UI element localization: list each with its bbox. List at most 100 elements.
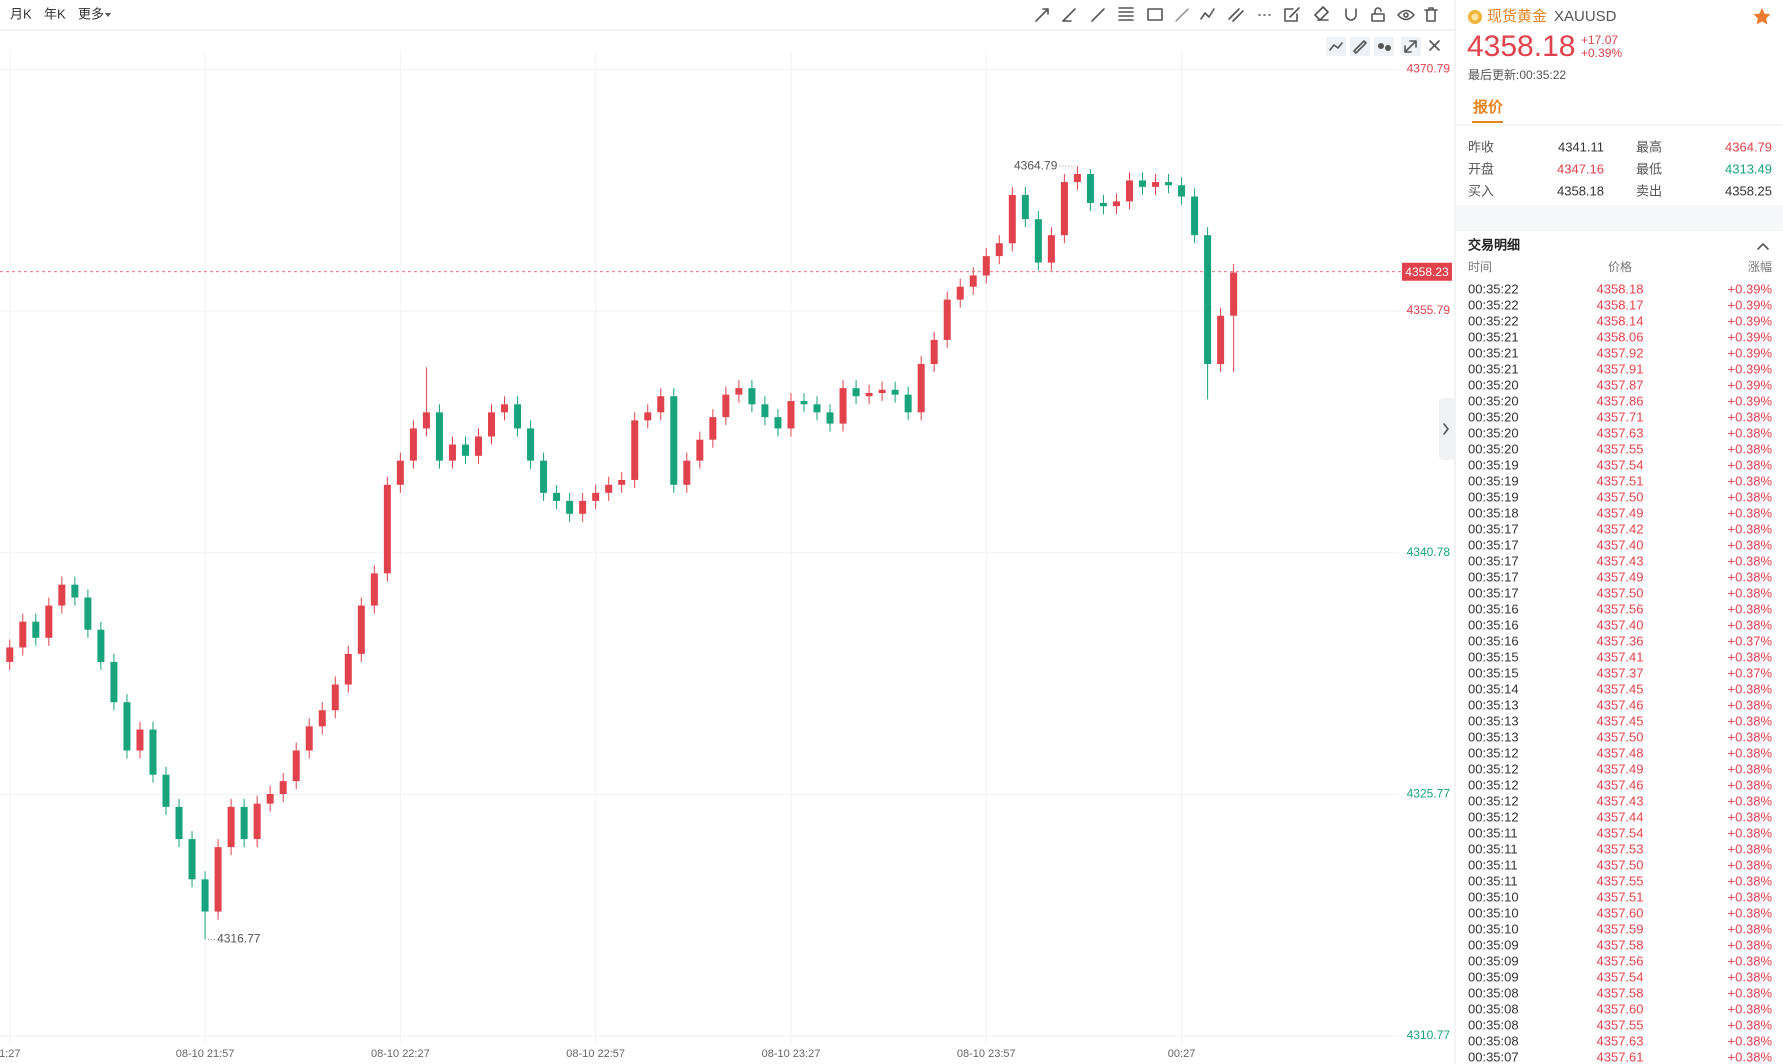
- trade-price: 4357.44: [1597, 809, 1644, 824]
- trade-change: +0.38%: [1728, 521, 1773, 536]
- candle-body: [904, 394, 912, 413]
- candle-body: [149, 729, 157, 775]
- trade-time: 00:35:11: [1468, 841, 1518, 856]
- trade-time: 00:35:21: [1468, 329, 1519, 344]
- x-tick-label: 00:27: [1168, 1048, 1196, 1060]
- quote-tab[interactable]: 报价: [1473, 99, 1504, 116]
- close-chart[interactable]: [1429, 40, 1440, 51]
- more-button[interactable]: 更多: [78, 6, 104, 21]
- tool-lock[interactable]: [1371, 7, 1385, 22]
- candle-body: [891, 389, 899, 395]
- candle-body: [1191, 196, 1199, 236]
- trade-time: 00:35:08: [1468, 1033, 1519, 1048]
- trade-time: 00:35:09: [1468, 953, 1519, 968]
- trade-time: 00:35:08: [1468, 1017, 1519, 1032]
- candle-body: [201, 879, 209, 912]
- candle-body: [722, 394, 730, 418]
- trade-price: 4357.63: [1597, 1033, 1644, 1048]
- trade-time: 00:35:18: [1468, 505, 1519, 520]
- price-change: +17.07: [1581, 33, 1618, 47]
- max-label: 4364.79: [1014, 158, 1058, 172]
- candle-body: [188, 839, 196, 880]
- candle-body: [448, 444, 456, 461]
- trade-price: 4357.49: [1597, 569, 1644, 584]
- candle-body: [305, 726, 313, 751]
- tool-segment[interactable]: [1175, 8, 1189, 22]
- trade-change: +0.39%: [1728, 329, 1773, 344]
- candle-body: [253, 803, 261, 840]
- tool-rect[interactable]: [1147, 8, 1163, 21]
- trade-price: 4357.54: [1597, 457, 1644, 472]
- tool-edit[interactable]: [1284, 7, 1300, 22]
- trade-time: 00:35:22: [1468, 297, 1519, 312]
- trade-change: +0.38%: [1728, 1033, 1773, 1048]
- trade-change: +0.38%: [1728, 713, 1773, 728]
- tool-ray[interactable]: [1062, 8, 1076, 22]
- quote-value: 4364.79: [1725, 139, 1772, 154]
- trade-change: +0.38%: [1728, 745, 1773, 760]
- trade-time: 00:35:17: [1468, 569, 1519, 584]
- tool-delete[interactable]: [1424, 7, 1438, 22]
- trade-change: +0.38%: [1728, 1001, 1773, 1016]
- trade-change: +0.38%: [1728, 425, 1773, 440]
- trade-time: 00:35:20: [1468, 393, 1519, 408]
- tool-visibility[interactable]: [1397, 9, 1415, 21]
- trade-change: +0.38%: [1728, 601, 1773, 616]
- trade-time: 00:35:10: [1468, 889, 1519, 904]
- control-icon: [1353, 40, 1367, 54]
- trade-change: +0.38%: [1728, 953, 1773, 968]
- trade-price: 4358.14: [1597, 313, 1644, 328]
- tool-polyline[interactable]: [1200, 8, 1215, 20]
- tool-eraser[interactable]: [1314, 6, 1329, 21]
- candle-body: [162, 774, 170, 807]
- y-tick-label: 4355.79: [1407, 303, 1451, 317]
- trade-time: 00:35:11: [1468, 857, 1518, 872]
- candle-body: [865, 393, 873, 397]
- candle-body: [435, 412, 443, 461]
- x-tick-label: 08-10 22:27: [371, 1048, 430, 1060]
- tool-magnet[interactable]: [1345, 8, 1357, 21]
- trade-time: 00:35:12: [1468, 745, 1519, 760]
- candle-body: [461, 444, 469, 456]
- period-button[interactable]: 月K: [10, 6, 32, 21]
- trade-change: +0.38%: [1728, 505, 1773, 520]
- candle-body: [592, 492, 600, 501]
- candle-body: [527, 428, 535, 461]
- trade-price: 4357.86: [1597, 393, 1644, 408]
- candle-body: [787, 401, 795, 429]
- trade-time: 00:35:09: [1468, 937, 1519, 952]
- candle-body: [58, 584, 66, 606]
- trade-price: 4357.61: [1597, 1049, 1644, 1064]
- trade-time: 00:35:20: [1468, 409, 1519, 424]
- tool-fib[interactable]: [1118, 7, 1134, 21]
- control-button[interactable]: [1350, 37, 1370, 56]
- last-price-label: 4358.23: [1405, 265, 1449, 279]
- candle-body: [1139, 180, 1147, 187]
- period-button[interactable]: 年K: [44, 6, 66, 21]
- trade-time: 00:35:15: [1468, 649, 1519, 664]
- trade-price: 4357.45: [1597, 713, 1644, 728]
- collapse-icon[interactable]: [1757, 243, 1769, 250]
- trade-time: 00:35:17: [1468, 521, 1519, 536]
- candle-body: [969, 275, 977, 287]
- tool-channel[interactable]: [1228, 8, 1244, 22]
- candle-body: [748, 388, 756, 405]
- trade-time: 00:35:07: [1468, 1049, 1519, 1064]
- candle-body: [6, 647, 14, 662]
- trade-price: 4357.91: [1597, 361, 1644, 376]
- candle-body: [956, 286, 964, 300]
- candle-body: [1099, 202, 1107, 207]
- tool-line[interactable]: [1091, 8, 1105, 22]
- trade-time: 00:35:12: [1468, 761, 1519, 776]
- section-gap: [1456, 205, 1783, 231]
- trade-time: 00:35:16: [1468, 601, 1519, 616]
- trade-price: 4357.63: [1597, 425, 1644, 440]
- trade-change: +0.39%: [1728, 361, 1773, 376]
- tool-arrow[interactable]: [1035, 8, 1049, 22]
- quote-value: 4347.16: [1557, 161, 1604, 176]
- favorite-star[interactable]: [1753, 8, 1771, 25]
- control-button[interactable]: [1374, 37, 1394, 56]
- candle-body: [110, 661, 118, 703]
- trade-time: 00:35:12: [1468, 809, 1519, 824]
